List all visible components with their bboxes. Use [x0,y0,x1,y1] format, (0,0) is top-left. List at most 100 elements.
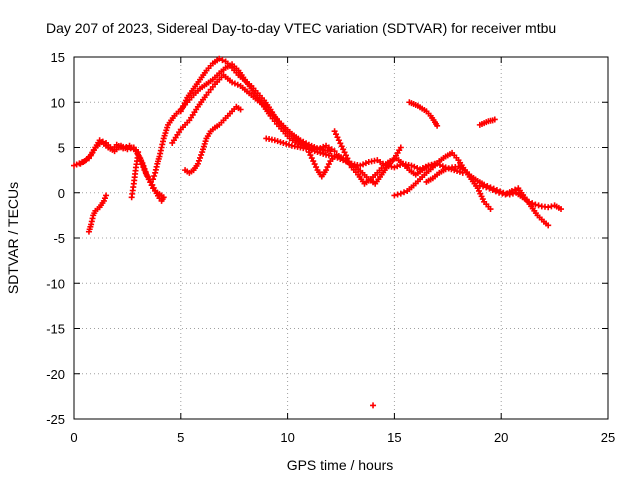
data-point [140,162,147,169]
y-tick-label: -5 [53,231,65,246]
series-outlier [370,402,377,409]
series-arc-7 [177,55,338,155]
data-point [150,176,157,183]
data-point [198,151,205,158]
data-point [331,148,338,155]
series-arc-11 [331,128,438,187]
data-point [142,168,149,175]
data-point [548,203,555,210]
y-tick-labels: -25 -20 -15 -10 -5 0 5 10 15 [46,50,65,427]
data-point [313,164,320,171]
data-point [150,184,157,191]
data-point [390,156,397,163]
x-tick-label: 0 [70,430,77,445]
data-point [127,145,134,152]
data-point [194,160,201,167]
data-point [274,138,281,145]
y-tick-label: 15 [51,50,65,65]
data-point [401,189,408,196]
data-point [317,149,324,156]
data-point [445,165,452,172]
data-point [391,192,398,199]
data-point [308,155,315,162]
data-point [195,157,202,164]
data-point [124,146,131,153]
data-point [149,181,156,188]
data-point [394,191,401,198]
data-point [237,106,244,113]
data-point [197,154,204,161]
y-tick-label: 0 [58,186,65,201]
data-point [151,173,158,180]
axis-ticks [73,56,609,420]
data-point [491,116,498,123]
data-point [387,158,394,165]
data-point [139,159,146,166]
data-point [545,222,552,229]
data-point [103,192,110,199]
x-tick-label: 20 [494,430,508,445]
data-point [342,152,349,159]
y-tick-label: -10 [46,276,65,291]
data-point [271,137,278,144]
series-arc-14 [476,182,552,229]
data-point [314,149,321,156]
data-point [486,185,493,192]
data-point [334,134,341,141]
data-point [305,149,312,156]
series-arc-13 [423,163,565,213]
data-point [345,158,352,165]
data-point [535,202,542,209]
data-point [340,146,347,153]
data-point [476,182,483,189]
chart-title: Day 207 of 2023, Sidereal Day-to-day VTE… [46,20,556,36]
data-point [344,155,351,162]
data-point [160,194,167,201]
x-tick-label: 5 [177,430,184,445]
x-tick-label: 10 [280,430,294,445]
data-point [492,188,499,195]
data-point [337,140,344,147]
data-point [499,190,506,197]
y-tick-label: -25 [46,412,65,427]
data-point [532,201,539,208]
data-point [480,183,487,190]
data-point [483,184,490,191]
y-axis-label: SDTVAR / TECUs [5,182,21,294]
series-arc-8 [182,103,244,176]
data-point [338,143,345,150]
data-point [397,144,404,151]
series-arc-3 [85,192,110,235]
data-point [512,186,519,193]
series-arc-15 [406,99,441,129]
y-tick-label: 10 [51,95,65,110]
data-point [335,137,342,144]
data-point [283,140,290,147]
series-arc-16 [476,116,498,128]
data-point [311,161,318,168]
data-point [370,402,377,409]
data-point [347,161,354,168]
data-point [307,152,314,159]
data-point [311,148,318,155]
x-tick-labels: 0 5 10 15 20 25 [70,430,615,445]
data-point [323,167,330,174]
data-point [487,206,494,213]
data-point [454,168,461,175]
data-point [442,166,449,173]
data-point [280,139,287,146]
data-point [434,122,441,129]
y-tick-label: -15 [46,322,65,337]
data-point [325,161,332,168]
data-point [496,189,503,196]
data-point [558,206,565,213]
data-point [333,131,340,138]
data-point [277,139,284,146]
data-point [425,162,432,169]
data-point [545,204,552,211]
data-point [310,158,317,165]
x-tick-label: 15 [387,430,401,445]
data-point [397,190,404,197]
